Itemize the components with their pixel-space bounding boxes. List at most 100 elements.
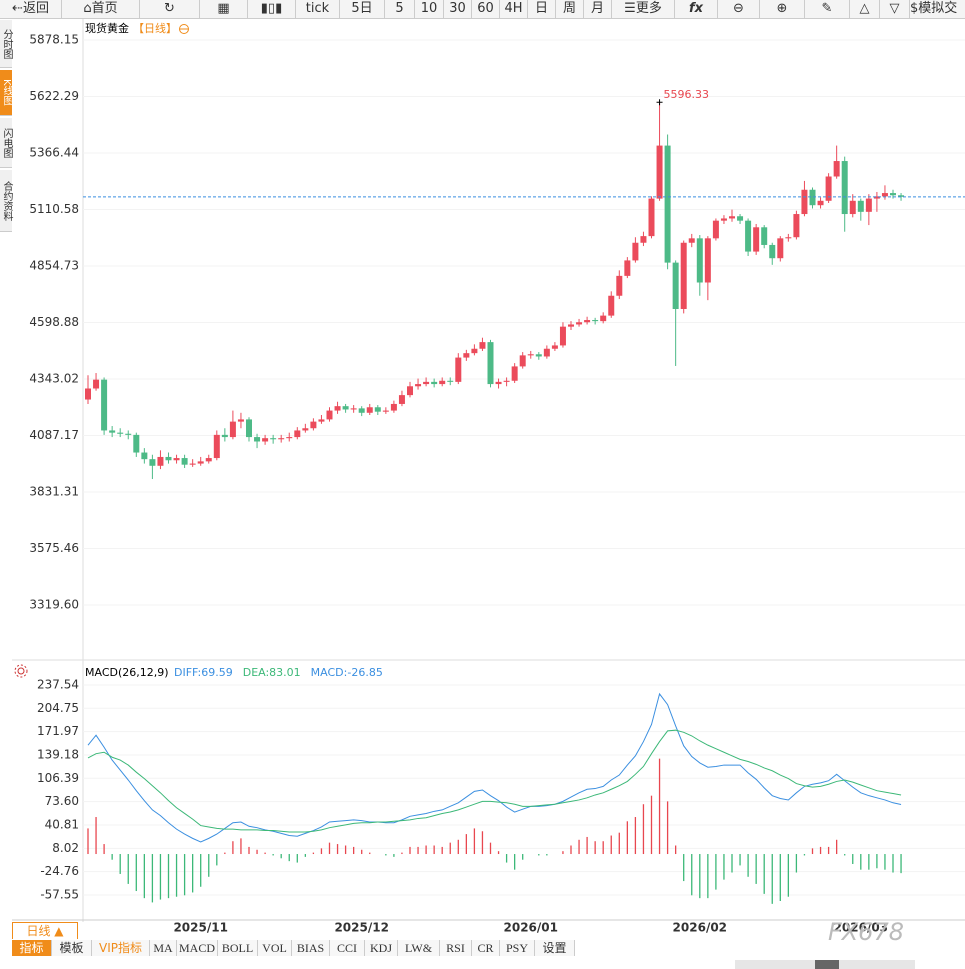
candle-body [761, 227, 768, 245]
candle-body [704, 238, 711, 283]
candle-body [865, 198, 872, 212]
y-tick-label: 5366.44 [29, 145, 79, 159]
y-tick-label: 4854.73 [29, 258, 79, 272]
period-button[interactable]: 5 [385, 0, 415, 18]
indicator-tab[interactable]: BOLL [218, 940, 258, 956]
period-button[interactable]: 4H [500, 0, 528, 18]
indicator-tab[interactable]: PSY [500, 940, 535, 956]
legend-entry: DEA:83.01 [243, 666, 301, 679]
candle-body [197, 461, 204, 464]
period-button[interactable]: 周 [556, 0, 584, 18]
candle-body [745, 220, 752, 252]
candle-body [543, 348, 550, 357]
candle-body [712, 220, 719, 239]
label: 更多 [635, 1, 662, 16]
candle-body [415, 384, 422, 387]
settings-icon[interactable] [14, 664, 28, 678]
macd-title: MACD(26,12,9) [85, 666, 169, 679]
candle-body [471, 348, 478, 354]
zoom-in-button[interactable]: ⊕ [760, 0, 805, 18]
back-button[interactable]: ⇠返回 [0, 0, 62, 18]
y-tick-label: 204.75 [37, 701, 79, 715]
candle-body [286, 437, 293, 439]
candle-body [777, 238, 784, 259]
indicator-tab[interactable]: KDJ [365, 940, 398, 956]
candle-body [624, 260, 631, 276]
indicator-tab[interactable]: MA [150, 940, 177, 956]
candle-body [157, 456, 164, 466]
y-tick-label: 3575.46 [29, 541, 79, 555]
candle-body [720, 218, 727, 221]
label: 返回 [22, 1, 49, 16]
side-tab[interactable]: 分时图 [0, 20, 12, 68]
period-button[interactable]: 日 [528, 0, 556, 18]
indicator-tab[interactable]: MACD [177, 940, 218, 956]
candle-body [849, 200, 856, 215]
candle-body [511, 366, 518, 381]
period-button[interactable]: 5日 [340, 0, 385, 18]
period-button[interactable]: 60 [472, 0, 500, 18]
indicator-tab[interactable]: BIAS [292, 940, 330, 956]
x-tick-label: 2026/03 [834, 921, 888, 935]
zoom-out-button[interactable]: ⊖ [718, 0, 760, 18]
tick-button[interactable]: tick [296, 0, 340, 18]
formula-button[interactable]: fx [675, 0, 718, 18]
indicator-tab[interactable]: VOL [258, 940, 292, 956]
candle-body [270, 438, 277, 440]
watermark: FX678 [828, 918, 904, 946]
draw-button[interactable]: ✎ [805, 0, 850, 18]
x-tick-label: 2025/11 [173, 921, 227, 935]
candle-body [648, 198, 655, 237]
candle-body [326, 410, 333, 420]
side-tab[interactable]: 闪电图 [0, 118, 12, 168]
candle-body [85, 388, 91, 400]
scrollbar[interactable] [735, 960, 915, 969]
candle-body [632, 242, 639, 261]
side-tab-active[interactable]: K线图 [0, 70, 12, 116]
x-tick-label: 2026/02 [673, 921, 727, 935]
indicator-tab[interactable]: 模板 [52, 940, 92, 956]
up-button[interactable]: △ [850, 0, 880, 18]
candle-body [221, 434, 228, 438]
side-tab[interactable]: 合约资料 [0, 170, 12, 232]
trade-button[interactable]: $模拟交 [910, 1, 958, 16]
candle-body [729, 216, 735, 219]
candle-body [366, 407, 373, 413]
candle-body [463, 353, 470, 358]
more-button[interactable]: ☰更多 [612, 0, 675, 18]
candle-body [439, 380, 446, 385]
x-tick-label: 2026/01 [504, 921, 558, 935]
candle-body [318, 419, 325, 422]
indicator-tab[interactable]: LW& [398, 940, 440, 956]
indicator-tab[interactable]: 设置 [535, 940, 575, 956]
candle-body [527, 354, 534, 356]
candle-button[interactable]: ▮▯▮ [248, 0, 296, 18]
candle-body [825, 176, 832, 201]
home-button[interactable]: ⌂首页 [62, 0, 140, 18]
collapse-icon[interactable] [179, 24, 189, 34]
period-tab[interactable]: 日线 ▲ [12, 922, 78, 939]
indicator-tab[interactable]: VIP指标 [92, 940, 150, 956]
period-button[interactable]: 30 [444, 0, 472, 18]
candle-body [873, 196, 880, 199]
candle-body [237, 419, 244, 422]
candle-body [93, 379, 100, 389]
candle-body [181, 458, 188, 465]
y-tick-label: 4598.88 [29, 315, 79, 329]
candle-body [833, 161, 840, 177]
period-button[interactable]: 月 [584, 0, 612, 18]
scroll-thumb[interactable] [815, 960, 839, 969]
down-button[interactable]: ▽ [880, 0, 910, 18]
candle-body [342, 406, 349, 410]
refresh-button[interactable]: ↻ [140, 0, 200, 18]
indicator-tab[interactable]: CCI [330, 940, 365, 956]
candle-body [881, 193, 888, 197]
indicator-tab[interactable]: 指标 [12, 940, 52, 956]
candle-body [374, 407, 381, 412]
candle-body [688, 238, 695, 243]
period-button[interactable]: 10 [415, 0, 444, 18]
indicator-tab[interactable]: CR [472, 940, 500, 956]
candle-body [785, 237, 792, 239]
bar-chart-button[interactable]: ▦ [200, 0, 248, 18]
indicator-tab[interactable]: RSI [440, 940, 472, 956]
